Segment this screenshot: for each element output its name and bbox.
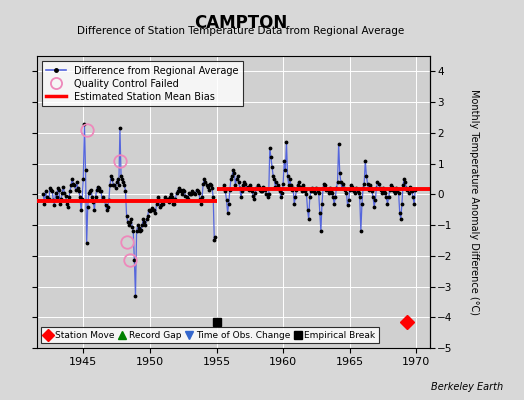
Text: CAMPTON: CAMPTON	[194, 14, 288, 32]
Text: Berkeley Earth: Berkeley Earth	[431, 382, 503, 392]
Text: Difference of Station Temperature Data from Regional Average: Difference of Station Temperature Data f…	[78, 26, 405, 36]
Y-axis label: Monthly Temperature Anomaly Difference (°C): Monthly Temperature Anomaly Difference (…	[470, 89, 479, 315]
Legend: Station Move, Record Gap, Time of Obs. Change, Empirical Break: Station Move, Record Gap, Time of Obs. C…	[41, 327, 379, 344]
